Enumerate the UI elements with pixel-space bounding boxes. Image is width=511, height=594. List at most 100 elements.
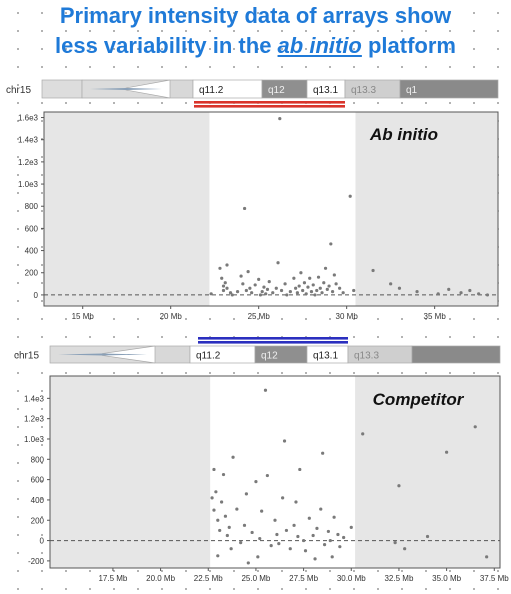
ab-initio-chromosome-label: chr15 <box>6 85 31 96</box>
ab-initio-data-point <box>221 288 226 293</box>
ab-initio-data-point <box>371 268 375 273</box>
competitor-data-point <box>265 473 269 478</box>
competitor-x-tick-label: 30.0 Mb <box>337 574 366 583</box>
competitor-y-tick-label: 800 <box>31 455 45 464</box>
competitor-data-point <box>273 518 277 522</box>
competitor-data-point <box>281 496 285 500</box>
competitor-data-point <box>342 535 346 540</box>
competitor-data-point <box>227 525 231 529</box>
competitor-chromosome-label: chr15 <box>14 351 39 362</box>
competitor-data-point <box>244 492 248 496</box>
competitor-band-6 <box>411 345 501 364</box>
ab-initio-data-point <box>250 291 254 295</box>
competitor-data-point <box>288 547 292 551</box>
competitor-data-point <box>307 516 311 520</box>
ab-initio-data-point <box>246 270 250 274</box>
competitor-y-tick-label: 200 <box>31 516 45 525</box>
ab-initio-data-point <box>330 289 335 294</box>
competitor-data-point <box>328 538 332 543</box>
ab-initio-data-point <box>243 206 247 211</box>
ab-initio-data-point <box>334 282 338 286</box>
ab-initio-data-point <box>297 284 301 288</box>
competitor-x-tick-label: 27.5 Mb <box>289 574 318 583</box>
ab-initio-data-point <box>260 289 264 294</box>
competitor-x-tick-label: 32.5 Mb <box>384 574 413 583</box>
competitor-data-point <box>296 534 300 539</box>
competitor-plot-frame <box>49 375 501 569</box>
competitor-data-point <box>277 542 281 546</box>
competitor-data-point <box>303 549 308 553</box>
competitor-centromere-pinch <box>58 353 147 356</box>
ab-initio-data-point <box>436 292 440 296</box>
competitor-data-point <box>338 545 342 549</box>
ab-initio-data-point <box>221 284 226 288</box>
competitor-data-point <box>225 533 229 538</box>
ab-initio-data-point <box>267 280 271 284</box>
competitor-data-point <box>403 547 407 551</box>
ab-initio-data-point <box>329 242 333 246</box>
competitor-data-point <box>229 547 233 551</box>
ab-initio-band-2 <box>169 79 194 99</box>
ab-initio-data-point <box>320 291 324 295</box>
competitor-data-point <box>336 532 340 537</box>
ab-initio-y-tick-label: 600 <box>25 224 39 233</box>
competitor-data-point <box>242 523 247 527</box>
competitor-data-point <box>239 541 243 545</box>
competitor-data-point <box>223 514 228 518</box>
competitor-y-tick-label: -200 <box>28 557 45 566</box>
ab-initio-data-point <box>341 291 345 295</box>
competitor-data-point <box>361 432 365 436</box>
ab-initio-band-label-0: q11.2 <box>199 85 224 96</box>
competitor-data-point <box>220 500 224 504</box>
competitor-data-point <box>210 496 214 500</box>
ab-initio-data-point <box>264 292 268 296</box>
ab-initio-data-point <box>352 288 356 293</box>
ab-initio-data-point <box>230 293 234 297</box>
competitor-data-point <box>263 388 268 392</box>
ab-initio-data-point <box>209 292 213 296</box>
competitor-data-point <box>212 508 216 512</box>
ab-initio-data-point <box>225 286 229 290</box>
ab-initio-data-point <box>218 266 222 270</box>
competitor-data-point <box>258 536 262 541</box>
ab-initio-y-tick-label: 1.0e3 <box>18 180 39 189</box>
competitor-data-point <box>298 467 302 472</box>
title-line-2: less variability in the ab initio platfo… <box>0 32 511 60</box>
competitor-data-point <box>485 555 489 559</box>
ab-initio-x-tick-label: 25 Mb <box>248 312 271 321</box>
ab-initio-y-tick-label: 0 <box>34 291 39 300</box>
ab-initio-data-point <box>325 287 329 291</box>
title-line-2-prefix: less variability in the <box>55 33 278 58</box>
ab-initio-data-point <box>220 276 224 280</box>
competitor-band-label-1: q12 <box>261 351 278 362</box>
ab-initio-band-label-2: q13.1 <box>313 85 338 96</box>
ab-initio-data-point <box>223 281 227 285</box>
competitor-data-point <box>393 541 397 545</box>
ab-initio-centromere-pinch <box>90 88 162 90</box>
ab-initio-data-point <box>316 275 321 279</box>
ab-initio-data-point <box>244 288 248 293</box>
competitor-y-tick-label: 1.4e3 <box>24 394 45 403</box>
ab-initio-data-point <box>459 291 463 295</box>
competitor-data-point <box>326 529 330 534</box>
competitor-y-tick-label: 0 <box>40 537 45 546</box>
competitor-data-point <box>445 450 449 454</box>
ab-initio-data-point <box>389 282 393 286</box>
ab-initio-data-point <box>225 263 229 267</box>
ab-initio-data-point <box>485 293 490 297</box>
competitor-data-point <box>332 515 336 519</box>
competitor-data-point <box>302 538 306 543</box>
competitor-data-point <box>218 528 222 533</box>
title-line-2-suffix: platform <box>361 33 456 58</box>
ab-initio-x-tick-label: 15 Mb <box>72 312 95 321</box>
ab-initio-data-point <box>262 285 266 289</box>
competitor-data-point <box>235 507 239 511</box>
competitor-y-tick-label: 1.0e3 <box>24 435 45 444</box>
ab-initio-y-tick-label: 400 <box>25 247 39 256</box>
competitor-x-tick-label: 20.0 Mb <box>146 574 175 583</box>
ab-initio-panel-label: Ab initio <box>369 125 438 144</box>
ab-initio-band-0 <box>41 79 83 99</box>
competitor-data-point <box>246 561 250 565</box>
ab-initio-highlight-bar-1 <box>194 101 345 104</box>
competitor-data-point <box>212 467 216 472</box>
